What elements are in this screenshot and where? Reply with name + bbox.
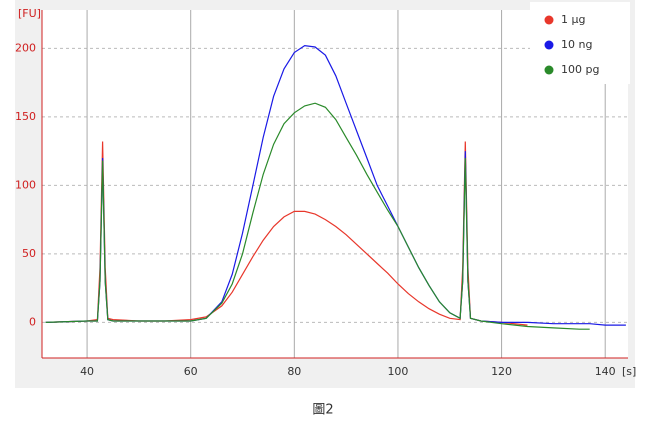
x-tick-label: 40: [80, 365, 94, 378]
legend-label: 10 ng: [561, 38, 592, 51]
x-tick-label: 120: [491, 365, 512, 378]
y-axis-label: [FU]: [18, 7, 41, 20]
x-tick-label: 100: [387, 365, 408, 378]
legend-marker: [544, 15, 554, 25]
x-tick-label: 60: [184, 365, 198, 378]
legend-marker: [544, 40, 554, 50]
x-tick-label: 140: [595, 365, 616, 378]
y-tick-label: 0: [29, 315, 36, 328]
x-axis-label: [s]: [622, 365, 636, 378]
series-line: [45, 141, 528, 326]
legend-label: 100 pg: [561, 63, 599, 76]
y-tick-label: 50: [22, 247, 36, 260]
series-line: [45, 102, 590, 330]
legend-label: 1 µg: [561, 13, 585, 26]
y-tick-label: 150: [15, 110, 36, 123]
caption: 圖2: [312, 403, 333, 418]
x-tick-label: 80: [287, 365, 301, 378]
y-tick-label: 200: [15, 41, 36, 54]
legend-marker: [544, 65, 554, 75]
y-tick-label: 100: [15, 178, 36, 191]
